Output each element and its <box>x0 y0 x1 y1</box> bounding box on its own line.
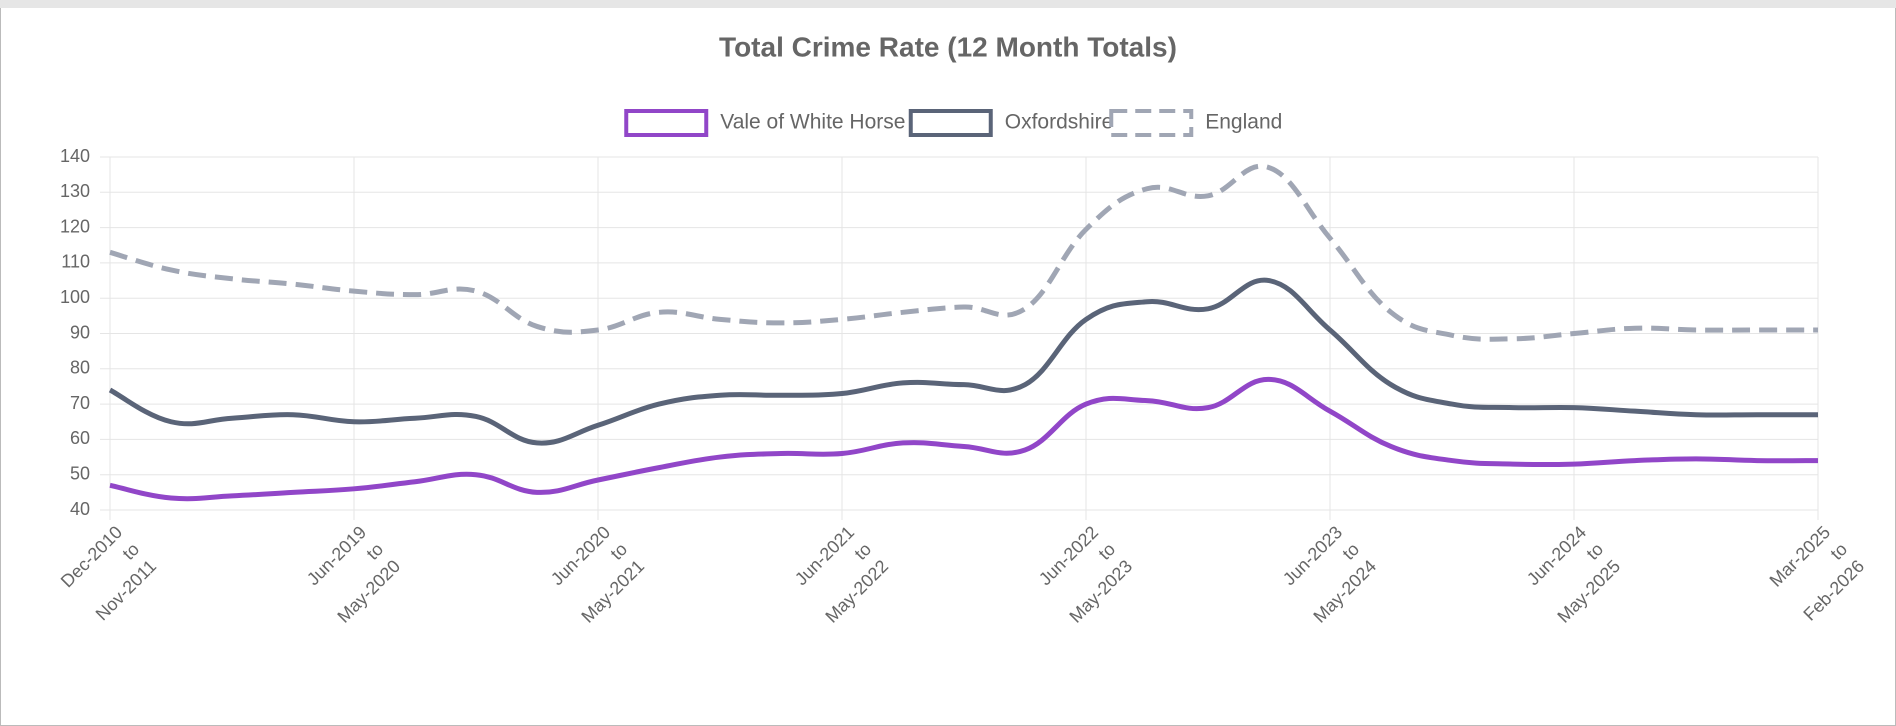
y-tick-label: 50 <box>70 463 90 483</box>
legend-swatch <box>1109 109 1194 137</box>
y-tick-label: 70 <box>70 393 90 413</box>
y-tick-label: 60 <box>70 428 90 448</box>
legend-swatch <box>908 109 993 137</box>
y-tick-label: 120 <box>60 216 90 236</box>
series-line <box>109 163 1818 342</box>
chart-title: Total Crime Rate (12 Month Totals) <box>719 31 1177 62</box>
series-line <box>109 376 1819 502</box>
top-bar <box>0 0 1896 8</box>
legend: Vale of White Horse Oxfordshire England <box>624 109 1282 137</box>
y-tick-label: 40 <box>70 499 90 519</box>
y-tick-label: 80 <box>70 358 90 378</box>
y-tick-label: 140 <box>60 146 90 166</box>
y-tick-label: 130 <box>60 181 90 201</box>
series-line <box>108 277 1818 446</box>
y-tick-label: 110 <box>61 252 90 272</box>
y-tick-label: 90 <box>70 322 90 342</box>
legend-label: Vale of White Horse <box>720 111 905 134</box>
y-tick-label: 100 <box>60 287 90 307</box>
legend-label: England <box>1205 111 1282 134</box>
legend-swatch <box>624 109 709 137</box>
legend-label: Oxfordshire <box>1005 111 1114 134</box>
